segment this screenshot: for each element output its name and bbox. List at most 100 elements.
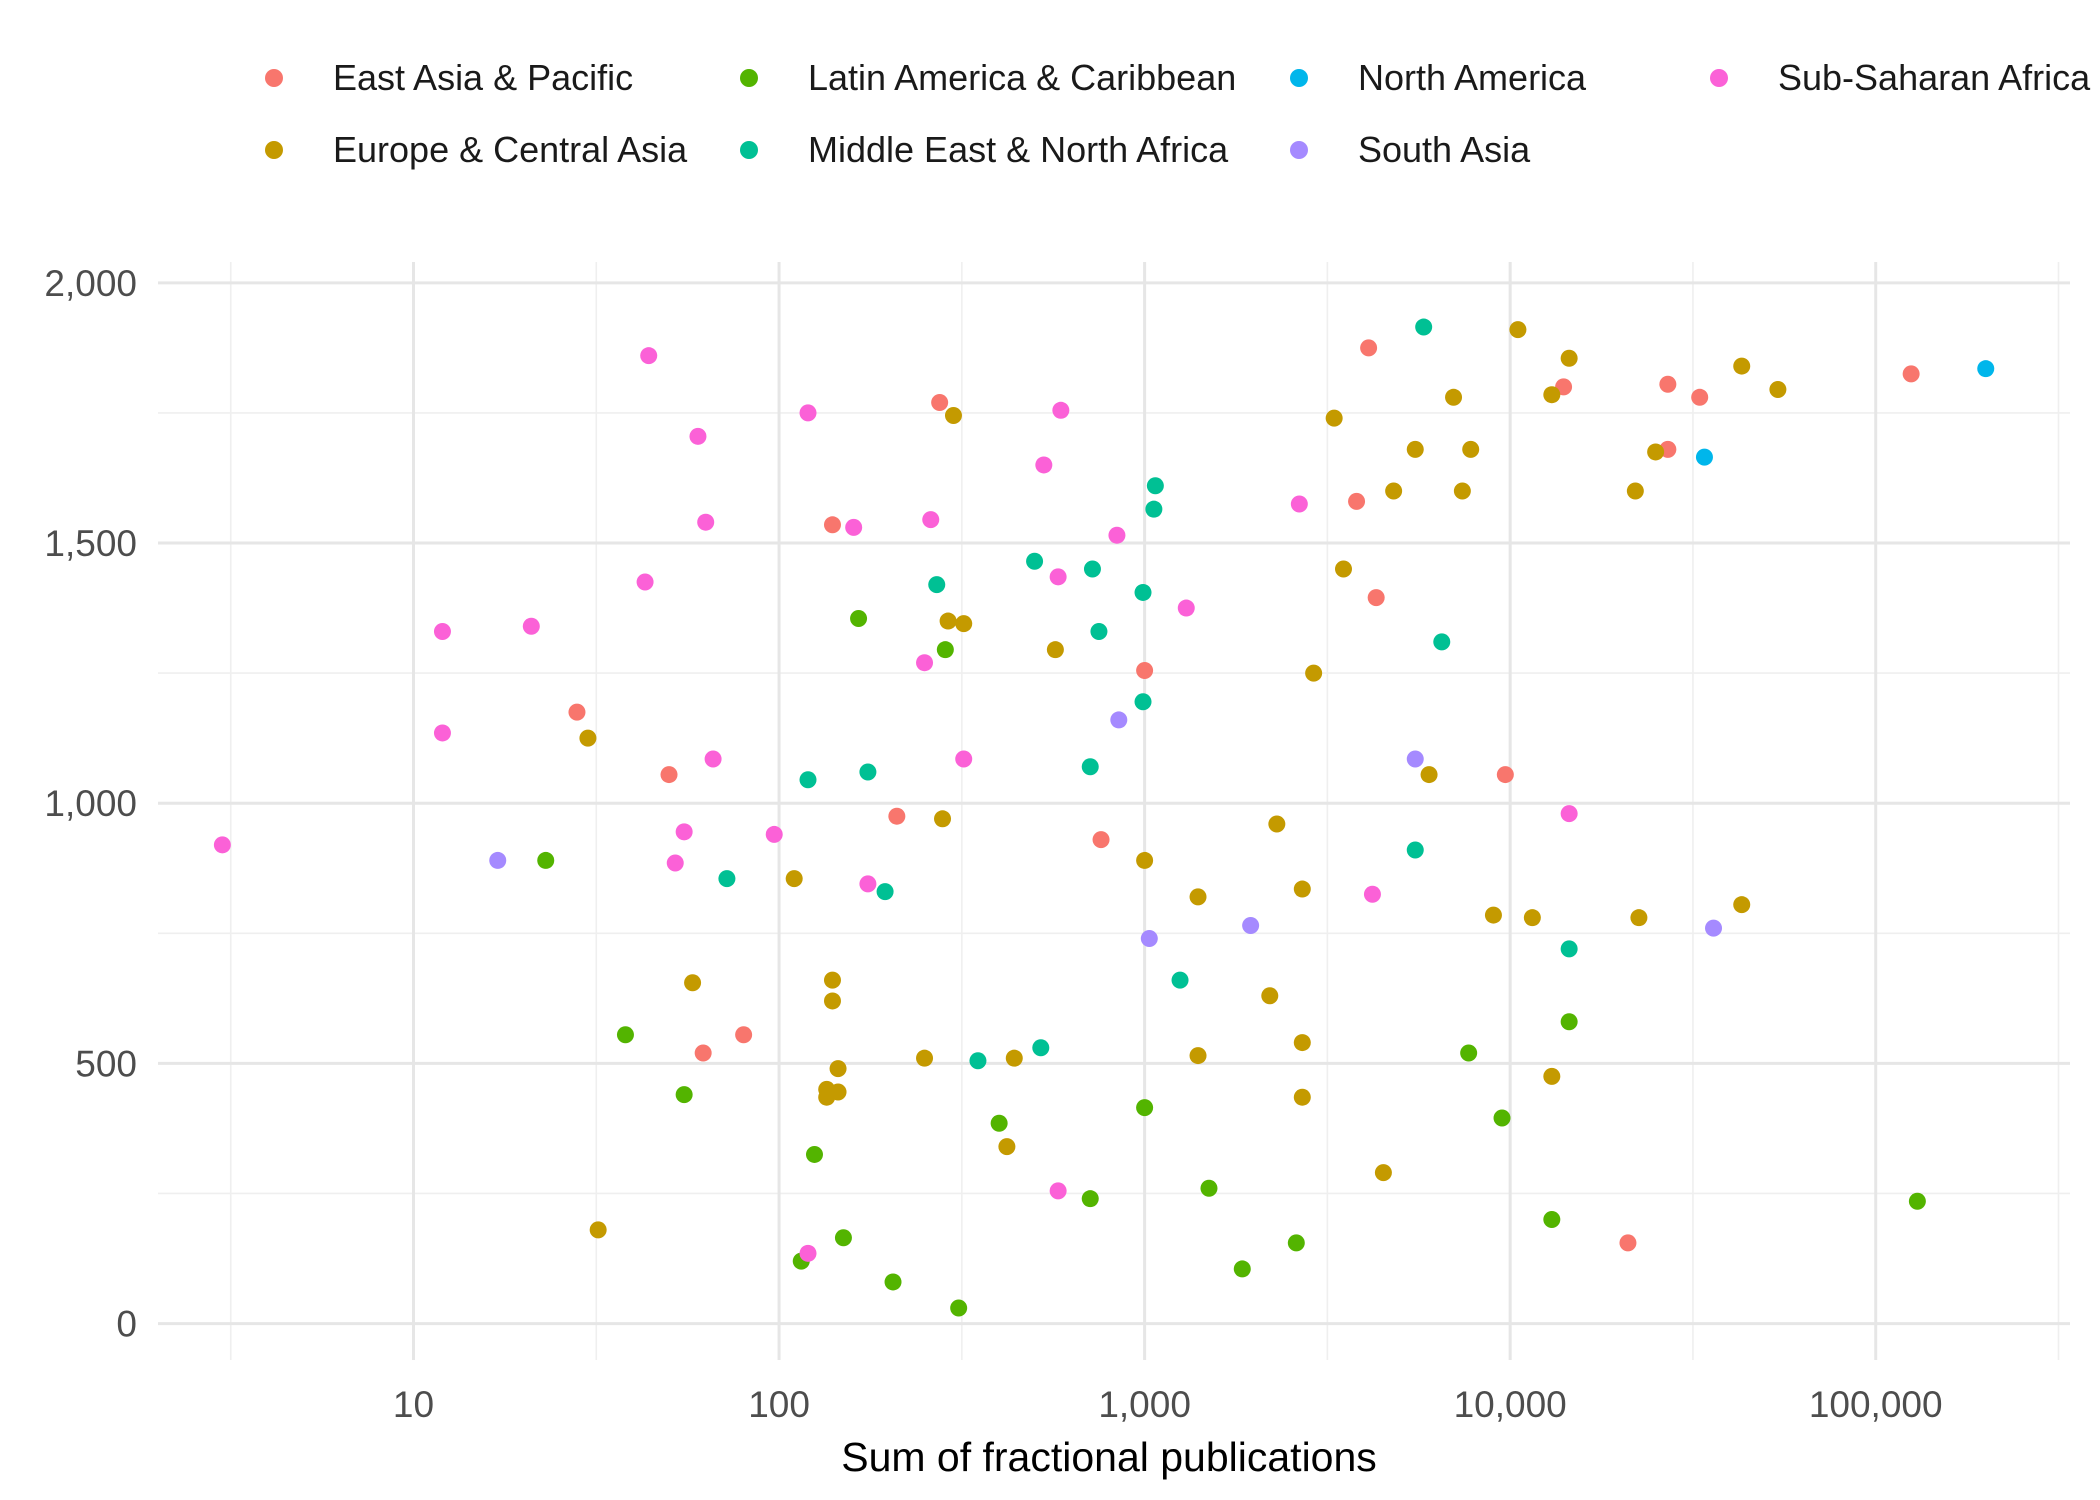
point-east-asia-and-pacific xyxy=(1367,589,1385,607)
legend-dot xyxy=(1290,141,1308,159)
point-east-asia-and-pacific xyxy=(1348,492,1366,510)
point-sub-saharan-africa xyxy=(1290,495,1308,513)
point-latin-america-and-caribbean xyxy=(850,609,868,627)
point-europe-and-central-asia xyxy=(1733,896,1751,914)
legend-item-europe-and-central-asia: Europe & Central Asia xyxy=(265,120,687,180)
point-latin-america-and-caribbean xyxy=(1543,1210,1561,1228)
point-europe-and-central-asia xyxy=(916,1049,934,1067)
point-europe-and-central-asia xyxy=(1325,409,1343,427)
point-south-asia xyxy=(1110,711,1128,729)
point-europe-and-central-asia xyxy=(1484,906,1502,924)
point-europe-and-central-asia xyxy=(1543,1067,1561,1085)
point-latin-america-and-caribbean xyxy=(537,851,555,869)
point-europe-and-central-asia xyxy=(1268,815,1286,833)
y-tick-label: 500 xyxy=(75,1043,137,1084)
point-sub-saharan-africa xyxy=(1052,401,1070,419)
legend-label: South Asia xyxy=(1358,129,1531,170)
point-middle-east-and-north-africa xyxy=(928,576,946,594)
point-europe-and-central-asia xyxy=(1420,766,1438,784)
point-europe-and-central-asia xyxy=(1445,388,1463,406)
point-sub-saharan-africa xyxy=(1363,885,1381,903)
point-south-asia xyxy=(1406,750,1424,768)
point-middle-east-and-north-africa xyxy=(1081,758,1099,776)
point-middle-east-and-north-africa xyxy=(859,763,877,781)
legend-dot xyxy=(265,141,283,159)
point-europe-and-central-asia xyxy=(579,729,597,747)
point-europe-and-central-asia xyxy=(1626,482,1644,500)
point-sub-saharan-africa xyxy=(922,511,940,529)
point-middle-east-and-north-africa xyxy=(799,771,817,789)
point-europe-and-central-asia xyxy=(818,1088,836,1106)
legend-label: North America xyxy=(1358,57,1587,98)
point-europe-and-central-asia xyxy=(1189,1047,1207,1065)
legend-item-middle-east-and-north-africa: Middle East & North Africa xyxy=(740,120,1228,180)
point-europe-and-central-asia xyxy=(589,1221,607,1239)
point-east-asia-and-pacific xyxy=(1659,375,1677,393)
point-europe-and-central-asia xyxy=(1647,443,1665,461)
point-middle-east-and-north-africa xyxy=(969,1052,987,1070)
point-latin-america-and-caribbean xyxy=(1560,1013,1578,1031)
x-axis-label: Sum of fractional publications xyxy=(841,1434,1377,1480)
point-sub-saharan-africa xyxy=(689,427,707,445)
point-latin-america-and-caribbean xyxy=(1233,1260,1251,1278)
point-south-asia xyxy=(489,851,507,869)
point-sub-saharan-africa xyxy=(636,573,654,591)
point-europe-and-central-asia xyxy=(1453,482,1471,500)
x-tick-label: 100 xyxy=(748,1384,810,1425)
point-south-asia xyxy=(1705,919,1723,937)
point-sub-saharan-africa xyxy=(1049,568,1067,586)
x-tick-label: 100,000 xyxy=(1809,1384,1943,1425)
point-europe-and-central-asia xyxy=(1462,440,1480,458)
point-sub-saharan-africa xyxy=(916,654,934,672)
point-east-asia-and-pacific xyxy=(823,516,841,534)
point-sub-saharan-africa xyxy=(1177,599,1195,617)
x-tick-label: 1,000 xyxy=(1098,1384,1191,1425)
point-europe-and-central-asia xyxy=(1293,880,1311,898)
tick-labels: 10 100 1,000 10,000 100,000 0 500 1,000 1,500 2,0… xyxy=(44,263,1942,1425)
point-europe-and-central-asia xyxy=(955,615,973,633)
point-sub-saharan-africa xyxy=(704,750,722,768)
point-latin-america-and-caribbean xyxy=(805,1145,823,1163)
point-europe-and-central-asia xyxy=(998,1138,1016,1156)
legend-dot xyxy=(1710,69,1728,87)
point-north-america xyxy=(1695,448,1713,466)
point-middle-east-and-north-africa xyxy=(1560,940,1578,958)
point-east-asia-and-pacific xyxy=(1496,766,1514,784)
point-sub-saharan-africa xyxy=(1560,805,1578,823)
point-latin-america-and-caribbean xyxy=(675,1086,693,1104)
legend-label: Europe & Central Asia xyxy=(333,129,688,170)
legend-label: Middle East & North Africa xyxy=(808,129,1229,170)
point-middle-east-and-north-africa xyxy=(1433,633,1451,651)
point-middle-east-and-north-africa xyxy=(1134,583,1152,601)
point-europe-and-central-asia xyxy=(823,971,841,989)
point-middle-east-and-north-africa xyxy=(1415,318,1433,336)
point-sub-saharan-africa xyxy=(799,404,817,422)
point-middle-east-and-north-africa xyxy=(876,883,894,901)
y-tick-label: 0 xyxy=(116,1304,137,1345)
point-middle-east-and-north-africa xyxy=(1146,477,1164,495)
y-tick-label: 1,500 xyxy=(44,523,137,564)
point-sub-saharan-africa xyxy=(1108,526,1126,544)
point-europe-and-central-asia xyxy=(934,810,952,828)
legend-dot xyxy=(1290,69,1308,87)
legend-item-east-asia-and-pacific: East Asia & Pacific xyxy=(265,48,633,108)
point-europe-and-central-asia xyxy=(1406,440,1424,458)
point-east-asia-and-pacific xyxy=(1092,831,1110,849)
point-middle-east-and-north-africa xyxy=(1145,500,1163,518)
point-latin-america-and-caribbean xyxy=(1908,1192,1926,1210)
point-latin-america-and-caribbean xyxy=(834,1229,852,1247)
point-east-asia-and-pacific xyxy=(1136,661,1154,679)
legend-item-latin-america-and-caribbean: Latin America & Caribbean xyxy=(740,48,1236,108)
point-east-asia-and-pacific xyxy=(1619,1234,1637,1252)
point-middle-east-and-north-africa xyxy=(1083,560,1101,578)
point-middle-east-and-north-africa xyxy=(1032,1039,1050,1057)
point-east-asia-and-pacific xyxy=(1691,388,1709,406)
point-europe-and-central-asia xyxy=(1733,357,1751,375)
point-sub-saharan-africa xyxy=(213,836,231,854)
point-latin-america-and-caribbean xyxy=(1493,1109,1511,1127)
x-tick-label: 10,000 xyxy=(1454,1384,1567,1425)
point-europe-and-central-asia xyxy=(1189,888,1207,906)
point-south-asia xyxy=(1242,916,1260,934)
point-sub-saharan-africa xyxy=(799,1244,817,1262)
point-europe-and-central-asia xyxy=(1769,380,1787,398)
